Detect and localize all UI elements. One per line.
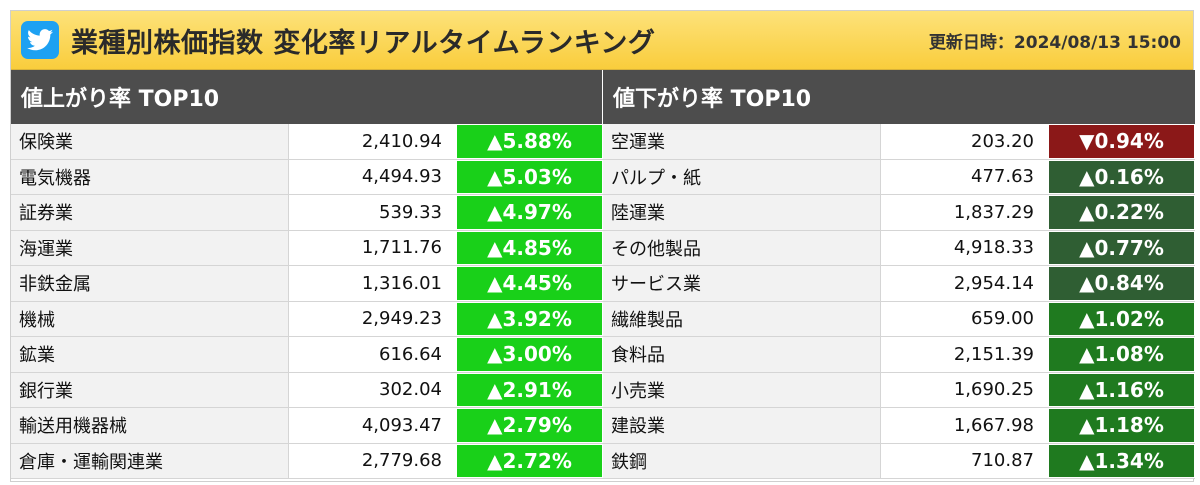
page-title: 業種別株価指数 変化率リアルタイムランキング	[71, 27, 656, 59]
index-value: 1,837.29	[881, 195, 1048, 230]
sector-name: パルプ・紙	[603, 159, 881, 194]
widget-header: 業種別株価指数 変化率リアルタイムランキング 更新日時：2024/08/13 1…	[11, 11, 1193, 70]
change-rate-badge: ▲4.45%	[456, 266, 603, 301]
sector-name: 鉱業	[11, 337, 289, 372]
table-row: 空運業 203.20 ▼0.94%	[603, 124, 1195, 160]
sector-name: 海運業	[11, 230, 289, 265]
table-row: サービス業 2,954.14 ▲0.84%	[603, 266, 1195, 302]
table-row: 建設業 1,667.98 ▲1.18%	[603, 408, 1195, 444]
index-value: 1,690.25	[881, 372, 1048, 407]
table-row: 輸送用機器械 4,093.47 ▲2.79%	[11, 408, 603, 444]
twitter-bird-icon[interactable]	[21, 21, 59, 59]
change-rate-badge: ▲3.92%	[456, 301, 603, 336]
index-value: 1,667.98	[881, 408, 1048, 443]
sector-name: その他製品	[603, 230, 881, 265]
index-value: 2,151.39	[881, 337, 1048, 372]
change-rate-badge: ▲1.08%	[1048, 337, 1195, 372]
sector-name: 非鉄金属	[11, 266, 289, 301]
sector-name: 陸運業	[603, 195, 881, 230]
losers-table-title: 値下がり率 TOP10	[603, 70, 1195, 124]
table-row: 海運業 1,711.76 ▲4.85%	[11, 230, 603, 266]
sector-name: 空運業	[603, 124, 881, 159]
sector-name: 輸送用機器械	[11, 408, 289, 443]
index-value: 2,779.68	[289, 443, 456, 478]
sector-name: 食料品	[603, 337, 881, 372]
change-rate-badge: ▲2.72%	[456, 443, 603, 478]
index-value: 4,494.93	[289, 159, 456, 194]
change-rate-badge: ▼0.94%	[1048, 124, 1195, 159]
sector-name: 繊維製品	[603, 301, 881, 336]
change-rate-badge: ▲0.84%	[1048, 266, 1195, 301]
table-row: その他製品 4,918.33 ▲0.77%	[603, 230, 1195, 266]
table-row: パルプ・紙 477.63 ▲0.16%	[603, 159, 1195, 195]
table-row: 非鉄金属 1,316.01 ▲4.45%	[11, 266, 603, 302]
change-rate-badge: ▲1.02%	[1048, 301, 1195, 336]
change-rate-badge: ▲2.91%	[456, 372, 603, 407]
sector-name: 銀行業	[11, 372, 289, 407]
index-value: 477.63	[881, 159, 1048, 194]
table-row: 倉庫・運輸関連業 2,779.68 ▲2.72%	[11, 443, 603, 479]
index-value: 616.64	[289, 337, 456, 372]
table-row: 小売業 1,690.25 ▲1.16%	[603, 372, 1195, 408]
change-rate-badge: ▲1.16%	[1048, 372, 1195, 407]
table-row: 繊維製品 659.00 ▲1.02%	[603, 301, 1195, 337]
updated-timestamp: 更新日時：2024/08/13 15:00	[928, 33, 1181, 53]
change-rate-badge: ▲4.85%	[456, 230, 603, 265]
sector-name: 機械	[11, 301, 289, 336]
table-row: 銀行業 302.04 ▲2.91%	[11, 372, 603, 408]
index-value: 710.87	[881, 443, 1048, 478]
sector-name: 電気機器	[11, 159, 289, 194]
index-value: 4,918.33	[881, 230, 1048, 265]
change-rate-badge: ▲0.77%	[1048, 230, 1195, 265]
index-value: 2,954.14	[881, 266, 1048, 301]
sector-name: 倉庫・運輸関連業	[11, 443, 289, 478]
change-rate-badge: ▲0.16%	[1048, 159, 1195, 194]
index-value: 302.04	[289, 372, 456, 407]
sector-name: 証券業	[11, 195, 289, 230]
change-rate-badge: ▲4.97%	[456, 195, 603, 230]
sector-name: 鉄鋼	[603, 443, 881, 478]
table-row: 陸運業 1,837.29 ▲0.22%	[603, 195, 1195, 231]
gainers-table: 値上がり率 TOP10 保険業 2,410.94 ▲5.88% 電気機器 4,494.9…	[11, 70, 603, 479]
table-row: 鉱業 616.64 ▲3.00%	[11, 337, 603, 373]
sector-name: 建設業	[603, 408, 881, 443]
index-value: 4,093.47	[289, 408, 456, 443]
index-value: 2,410.94	[289, 124, 456, 159]
index-value: 1,316.01	[289, 266, 456, 301]
change-rate-badge: ▲5.88%	[456, 124, 603, 159]
sector-name: 小売業	[603, 372, 881, 407]
index-value: 2,949.23	[289, 301, 456, 336]
index-value: 203.20	[881, 124, 1048, 159]
change-rate-badge: ▲1.18%	[1048, 408, 1195, 443]
index-value: 659.00	[881, 301, 1048, 336]
ranking-widget: 業種別株価指数 変化率リアルタイムランキング 更新日時：2024/08/13 1…	[10, 10, 1195, 482]
table-row: 電気機器 4,494.93 ▲5.03%	[11, 159, 603, 195]
twitter-bird-glyph	[27, 29, 53, 51]
sector-name: 保険業	[11, 124, 289, 159]
index-value: 539.33	[289, 195, 456, 230]
gainers-table-title: 値上がり率 TOP10	[11, 70, 603, 124]
table-row: 証券業 539.33 ▲4.97%	[11, 195, 603, 231]
table-row: 食料品 2,151.39 ▲1.08%	[603, 337, 1195, 373]
change-rate-badge: ▲3.00%	[456, 337, 603, 372]
sector-name: サービス業	[603, 266, 881, 301]
losers-table: 値下がり率 TOP10 空運業 203.20 ▼0.94% パルプ・紙 477.63 ▲0…	[603, 70, 1195, 479]
table-row: 機械 2,949.23 ▲3.92%	[11, 301, 603, 337]
table-row: 保険業 2,410.94 ▲5.88%	[11, 124, 603, 160]
change-rate-badge: ▲2.79%	[456, 408, 603, 443]
change-rate-badge: ▲1.34%	[1048, 443, 1195, 478]
index-value: 1,711.76	[289, 230, 456, 265]
change-rate-badge: ▲5.03%	[456, 159, 603, 194]
change-rate-badge: ▲0.22%	[1048, 195, 1195, 230]
table-row: 鉄鋼 710.87 ▲1.34%	[603, 443, 1195, 479]
